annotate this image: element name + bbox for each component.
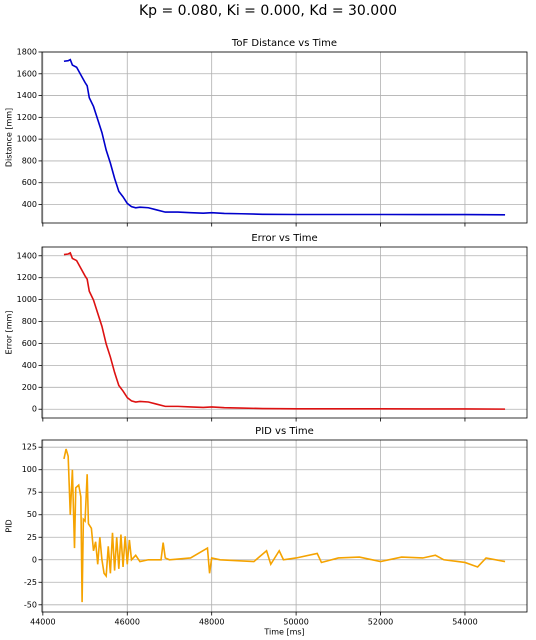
x-tick-label: 46000 bbox=[115, 618, 140, 627]
y-tick-label: 800 bbox=[22, 317, 37, 326]
y-tick-label: 50 bbox=[27, 510, 37, 519]
axes-title: PID vs Time bbox=[255, 426, 314, 437]
axes-frame bbox=[41, 51, 528, 224]
y-tick-label: 1000 bbox=[17, 135, 37, 144]
y-tick-label: 400 bbox=[22, 200, 37, 209]
x-tick-label: 54000 bbox=[452, 618, 477, 627]
y-tick-label: 400 bbox=[22, 361, 37, 370]
y-tick-label: 800 bbox=[22, 156, 37, 165]
y-tick-label: -50 bbox=[24, 600, 37, 609]
y-tick-label: 200 bbox=[22, 383, 37, 392]
x-tick-label: 50000 bbox=[283, 618, 308, 627]
y-tick-label: -25 bbox=[24, 578, 37, 587]
y-tick-label: 1000 bbox=[17, 295, 37, 304]
y-axis-label: Error [mm] bbox=[5, 311, 14, 355]
y-tick-label: 75 bbox=[27, 488, 37, 497]
axes-frame bbox=[41, 439, 528, 613]
y-tick-label: 0 bbox=[32, 555, 37, 564]
y-tick-label: 600 bbox=[22, 339, 37, 348]
axes-title: ToF Distance vs Time bbox=[231, 38, 337, 49]
x-tick-label: 52000 bbox=[368, 618, 393, 627]
y-tick-label: 1800 bbox=[17, 48, 37, 57]
x-tick-label: 48000 bbox=[199, 618, 224, 627]
y-tick-label: 1200 bbox=[17, 113, 37, 122]
axes-title: Error vs Time bbox=[251, 233, 317, 244]
y-tick-label: 100 bbox=[22, 465, 37, 474]
y-tick-label: 1200 bbox=[17, 273, 37, 282]
x-tick-label: 44000 bbox=[30, 618, 55, 627]
data-line bbox=[63, 251, 506, 410]
plot-area bbox=[63, 448, 506, 603]
plot-area bbox=[63, 251, 506, 410]
y-tick-label: 1400 bbox=[17, 91, 37, 100]
y-tick-label: 1400 bbox=[17, 251, 37, 260]
y-tick-label: 0 bbox=[32, 405, 37, 414]
y-tick-label: 25 bbox=[27, 533, 37, 542]
y-tick-label: 1600 bbox=[17, 69, 37, 78]
y-tick-label: 600 bbox=[22, 178, 37, 187]
data-line bbox=[63, 448, 506, 603]
y-tick-label: 125 bbox=[22, 443, 37, 452]
y-axis-label: Distance [mm] bbox=[5, 108, 14, 167]
plot-area bbox=[63, 58, 506, 216]
y-axis-label: PID bbox=[5, 519, 14, 532]
data-line bbox=[63, 58, 506, 216]
x-axis-label: Time [ms] bbox=[263, 628, 304, 637]
suptitle: Kp = 0.080, Ki = 0.000, Kd = 30.000 bbox=[139, 3, 397, 19]
axes-frame bbox=[41, 246, 528, 419]
